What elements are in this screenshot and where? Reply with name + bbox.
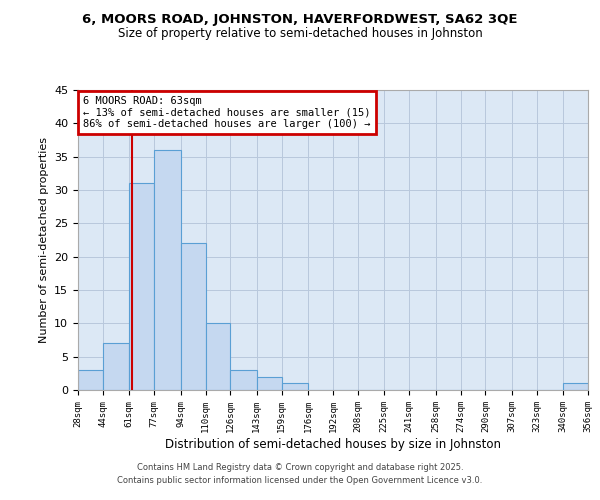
Bar (154, 150, 181, 390)
Bar (257, 376, 281, 390)
Text: 6 MOORS ROAD: 63sqm
← 13% of semi-detached houses are smaller (15)
86% of semi-d: 6 MOORS ROAD: 63sqm ← 13% of semi-detach… (83, 96, 371, 129)
Y-axis label: Number of semi-detached properties: Number of semi-detached properties (38, 137, 49, 343)
X-axis label: Distribution of semi-detached houses by size in Johnston: Distribution of semi-detached houses by … (165, 438, 501, 450)
Text: Contains HM Land Registry data © Crown copyright and database right 2025.: Contains HM Land Registry data © Crown c… (137, 464, 463, 472)
Bar (230, 370, 257, 390)
Bar (78, 370, 103, 390)
Bar (205, 324, 230, 390)
Text: Size of property relative to semi-detached houses in Johnston: Size of property relative to semi-detach… (118, 28, 482, 40)
Bar (281, 384, 308, 390)
Text: 6, MOORS ROAD, JOHNSTON, HAVERFORDWEST, SA62 3QE: 6, MOORS ROAD, JOHNSTON, HAVERFORDWEST, … (82, 12, 518, 26)
Bar (181, 244, 205, 390)
Bar (563, 384, 588, 390)
Bar (130, 184, 154, 390)
Bar (103, 344, 130, 390)
Text: Contains public sector information licensed under the Open Government Licence v3: Contains public sector information licen… (118, 476, 482, 485)
